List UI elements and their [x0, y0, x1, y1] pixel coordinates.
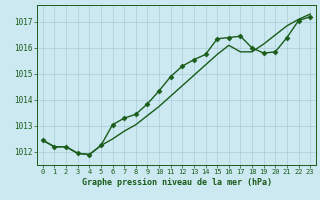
X-axis label: Graphe pression niveau de la mer (hPa): Graphe pression niveau de la mer (hPa) — [82, 178, 271, 187]
